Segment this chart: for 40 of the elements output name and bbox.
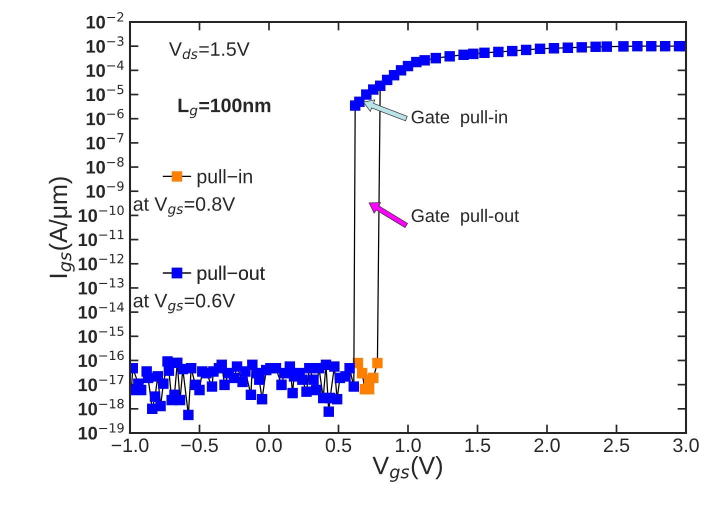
y-tick-label: 10$^{−8}$: [86, 157, 124, 174]
y-tick-label: 10$^{−12}$: [78, 254, 124, 270]
y-tick-label: 10$^{−7}$: [86, 133, 124, 150]
y-tick-label: 10$^{−19}$: [78, 423, 124, 440]
y-tick-label: 10$^{−14}$: [78, 302, 124, 319]
y-tick-label: 10$^{−4}$: [86, 60, 124, 77]
y-tick-label: 10$^{−16}$: [78, 350, 124, 368]
point: [368, 372, 378, 384]
y-tick-label: 10$^{−9}$: [86, 181, 124, 198]
annotation: V$_{ds}$=1.5V: [169, 42, 250, 60]
annotation: Gate pull-out: [412, 208, 520, 226]
x-tick-label: 2.0: [534, 438, 560, 452]
x-tick-label: 3.0: [673, 438, 699, 452]
y-axis-title: I$_{gs}$(A/μm): [48, 177, 75, 278]
x-tick-label: −0.5: [181, 438, 218, 452]
legend-label: pull−out: [198, 266, 265, 284]
y-tick-label: 10$^{−2}$: [86, 12, 124, 29]
y-tick-label: 10$^{−15}$: [78, 326, 124, 343]
annotation: at V$_{gs}$=0.8V: [134, 197, 236, 217]
x-axis-title: V$_{gs}$(V): [372, 456, 442, 482]
y-tick-label: 10$^{−5}$: [86, 84, 124, 102]
annotation: L$_{g}$=100nm: [178, 98, 270, 118]
x-tick-label: −1.0: [112, 438, 148, 452]
y-tick-label: 10$^{−11}$: [78, 230, 124, 246]
y-tick-label: 10$^{−3}$: [86, 36, 124, 53]
x-tick-label: 2.5: [604, 438, 630, 452]
x-tick-label: 0.0: [256, 438, 282, 452]
y-tick-label: 10$^{−10}$: [78, 206, 124, 222]
x-tick-label: 1.5: [465, 438, 490, 452]
y-tick-label: 10$^{−13}$: [78, 278, 124, 295]
annotation: at V$_{gs}$=0.6V: [134, 294, 236, 314]
point: [364, 384, 374, 394]
legend-label: pull−in: [198, 169, 252, 188]
point: [372, 358, 383, 368]
y-tick-label: 10$^{−18}$: [78, 398, 124, 416]
annotation: Gate pull-in: [412, 110, 507, 127]
x-tick-label: 0.5: [326, 438, 352, 452]
x-tick-label: 1.0: [396, 438, 421, 452]
y-tick-label: 10$^{−6}$: [86, 108, 124, 126]
y-tick-label: 10$^{−17}$: [78, 374, 124, 392]
